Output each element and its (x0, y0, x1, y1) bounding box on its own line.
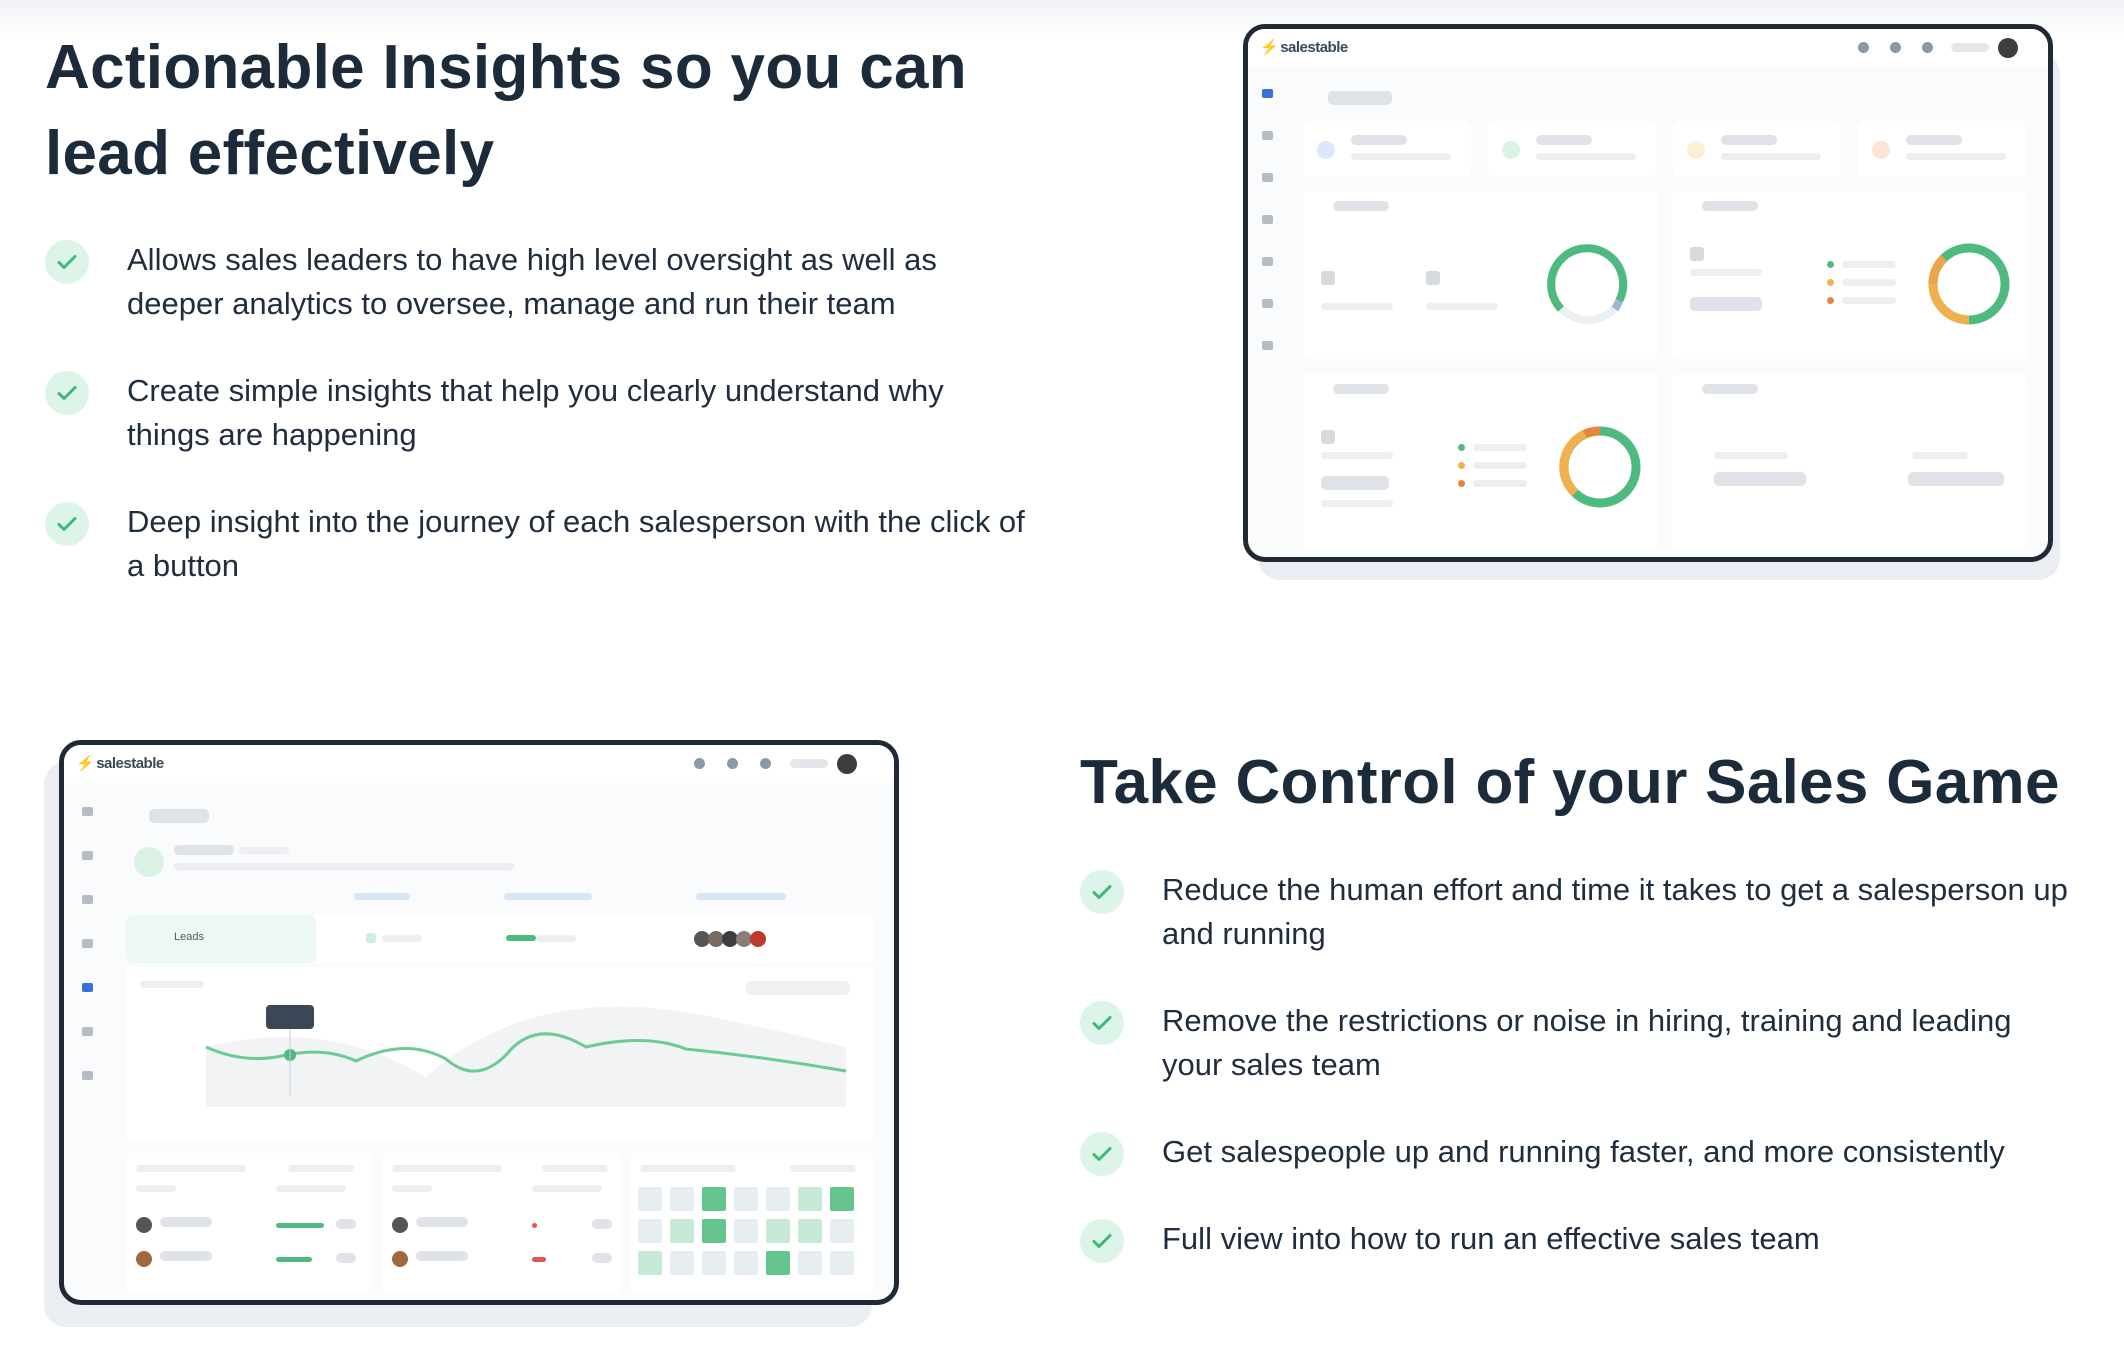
feature-item: Allows sales leaders to have high level … (45, 238, 1035, 326)
leads-label: Leads (174, 931, 204, 943)
performance-chart (126, 967, 874, 1142)
help-icon (1890, 42, 1901, 53)
team-icon (1262, 131, 1273, 140)
avatar (1998, 38, 2018, 58)
gauge-card (1303, 191, 1658, 359)
stat-icon (1687, 141, 1705, 159)
users-icon (1858, 42, 1869, 53)
column-tab (504, 893, 592, 900)
feature-item: Full view into how to run an effective s… (1080, 1217, 2080, 1263)
section2-title: Take Control of your Sales Game (1080, 748, 2060, 817)
report-icon (82, 939, 93, 948)
feature-item: Create simple insights that help you cle… (45, 369, 1035, 457)
feature-item: Remove the restrictions or noise in hiri… (1080, 999, 2080, 1087)
member-avatar (136, 1251, 152, 1267)
page-title-placeholder (1328, 91, 1392, 105)
check-icon (45, 502, 89, 546)
mockup-topbar: ⚡ salestable (1248, 29, 2048, 67)
donut-chart (1928, 243, 2010, 325)
activity-heatmap (638, 1187, 868, 1291)
donut-card (1303, 374, 1658, 549)
mockup-topbar: ⚡ salestable (64, 745, 894, 783)
period-select[interactable] (746, 981, 850, 995)
stat-icon (1317, 141, 1335, 159)
donut-chart (1559, 426, 1641, 508)
feature-item: Reduce the human effort and time it take… (1080, 868, 2080, 956)
team-icon (82, 851, 93, 860)
feature-text: Create simple insights that help you cle… (127, 373, 944, 452)
profile-avatar (134, 847, 164, 877)
settings-icon (82, 1071, 93, 1080)
chart-icon (82, 895, 93, 904)
section1-title: Actionable Insights so you can lead effe… (45, 33, 967, 188)
team-table-card (382, 1153, 620, 1293)
feature-text: Full view into how to run an effective s… (1162, 1221, 1820, 1256)
check-icon (45, 240, 89, 284)
stat-card (1488, 121, 1656, 177)
team-table-card (126, 1153, 371, 1293)
dashboard-mockup: ⚡ salestable (1243, 24, 2053, 562)
home-icon (82, 807, 93, 816)
bell-icon (1922, 42, 1933, 53)
stat-card (1303, 121, 1471, 177)
line-chart (205, 1005, 847, 1107)
feature-text: Allows sales leaders to have high level … (127, 242, 937, 321)
settings-icon (1262, 341, 1273, 350)
bell-icon (760, 758, 771, 769)
salestable-logo: ⚡ salestable (1260, 39, 1348, 56)
feature-text: Remove the restrictions or noise in hiri… (1162, 1003, 2012, 1082)
check-icon (1080, 870, 1124, 914)
feature-text: Reduce the human effort and time it take… (1162, 872, 2068, 951)
performance-mockup: ⚡ salestable Leads (59, 740, 899, 1305)
donut-card (1672, 191, 2027, 359)
calendar-icon (1262, 257, 1273, 266)
users-icon (694, 758, 705, 769)
section1-feature-list: Allows sales leaders to have high level … (45, 238, 1035, 631)
column-tab (696, 893, 786, 900)
member-avatar (392, 1217, 408, 1233)
member-avatar (136, 1217, 152, 1233)
stat-icon (1502, 141, 1520, 159)
stat-card (1858, 121, 2026, 177)
heatmap-card (630, 1153, 874, 1293)
member-avatar (392, 1251, 408, 1267)
gauge-chart (1547, 244, 1628, 324)
feature-item: Get salespeople up and running faster, a… (1080, 1130, 2080, 1176)
check-icon (45, 371, 89, 415)
help-icon (727, 758, 738, 769)
feature-text: Deep insight into the journey of each sa… (127, 504, 1025, 583)
performance-icon (82, 983, 93, 992)
leads-row[interactable]: Leads (126, 915, 874, 963)
person-icon (82, 1027, 93, 1036)
report-icon (1262, 215, 1273, 224)
stat-icon (1872, 141, 1890, 159)
person-icon (1262, 299, 1273, 308)
home-icon (1262, 89, 1273, 98)
salestable-logo: ⚡ salestable (76, 755, 164, 772)
stats-card (1672, 374, 2027, 549)
column-tab (354, 893, 410, 900)
team-avatars (694, 931, 710, 947)
feature-item: Deep insight into the journey of each sa… (45, 500, 1035, 588)
user-name-placeholder (790, 759, 828, 768)
check-icon (1080, 1219, 1124, 1263)
feature-text: Get salespeople up and running faster, a… (1162, 1134, 2005, 1169)
check-icon (1080, 1001, 1124, 1045)
check-icon (1080, 1132, 1124, 1176)
avatar (837, 754, 857, 774)
user-name-placeholder (1951, 43, 1989, 52)
stat-card (1673, 121, 1841, 177)
chart-icon (1262, 173, 1273, 182)
page-title-placeholder (149, 809, 209, 823)
section2-feature-list: Reduce the human effort and time it take… (1080, 868, 2080, 1304)
